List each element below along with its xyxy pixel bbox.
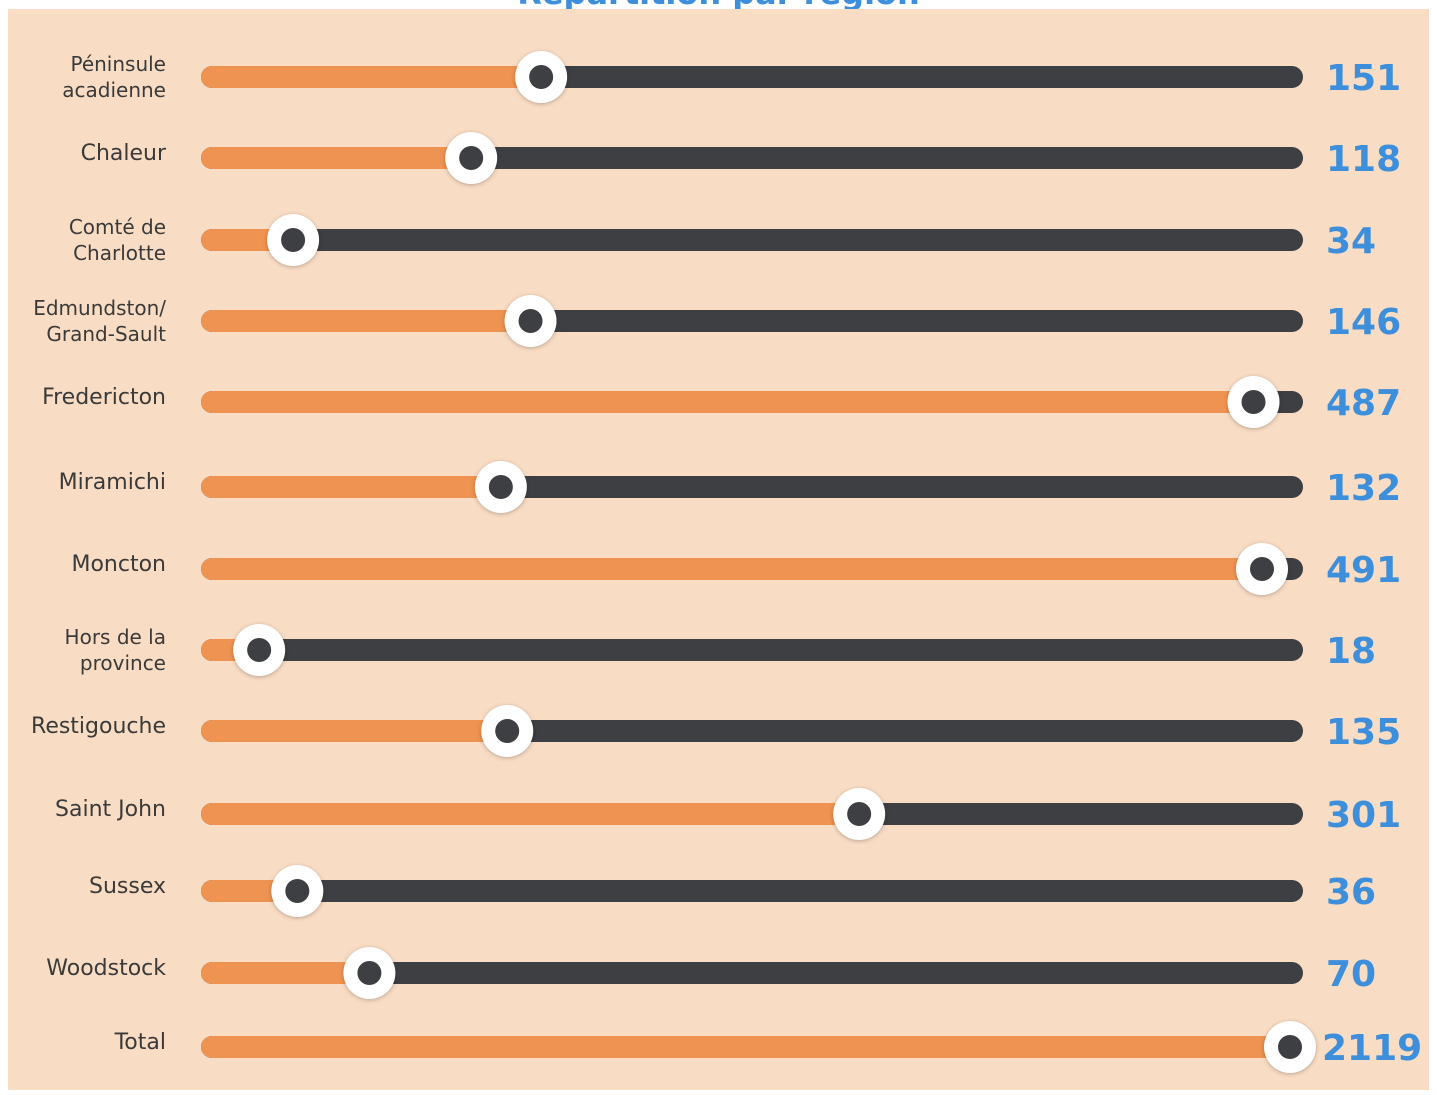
data-label: 151 bbox=[1326, 58, 1401, 99]
bar-fill bbox=[201, 391, 1254, 413]
chart-title: Répartition par région bbox=[0, 0, 1437, 9]
category-label: Saint John bbox=[55, 797, 166, 822]
data-label: 2119 bbox=[1322, 1028, 1422, 1069]
category-label: Sussex bbox=[89, 874, 166, 899]
data-label: 118 bbox=[1326, 139, 1401, 180]
category-label: Woodstock bbox=[46, 956, 166, 981]
category-label: Comté de Charlotte bbox=[69, 215, 166, 265]
slider-knob-dot bbox=[281, 228, 306, 252]
data-label: 36 bbox=[1326, 872, 1376, 913]
category-label: Moncton bbox=[71, 552, 166, 577]
bar-track bbox=[201, 880, 1303, 902]
category-label: Edmundston/Grand-Sault bbox=[33, 296, 166, 346]
category-label: Fredericton bbox=[42, 385, 166, 410]
data-label: 135 bbox=[1326, 712, 1401, 753]
bar-fill bbox=[201, 962, 370, 984]
slider-knob-dot bbox=[1278, 1035, 1302, 1059]
data-label: 487 bbox=[1326, 383, 1401, 424]
bar-track bbox=[201, 962, 1303, 984]
slider-knob-dot bbox=[1241, 390, 1266, 414]
bar-fill bbox=[201, 558, 1262, 580]
slider-knob-dot bbox=[529, 65, 554, 89]
category-label: Total bbox=[114, 1030, 166, 1055]
data-label: 146 bbox=[1326, 302, 1401, 343]
category-label: Chaleur bbox=[81, 141, 167, 166]
slider-knob-dot bbox=[459, 146, 484, 170]
slider-knob-dot bbox=[518, 309, 543, 333]
chart-title-clip: Répartition par région bbox=[0, 0, 1437, 9]
category-label: Miramichi bbox=[59, 470, 166, 495]
data-label: 301 bbox=[1326, 795, 1401, 836]
slider-knob-dot bbox=[247, 638, 272, 662]
bar-track bbox=[201, 639, 1303, 661]
bar-fill bbox=[201, 1036, 1290, 1058]
data-label: 18 bbox=[1326, 631, 1376, 672]
bar-fill bbox=[201, 310, 531, 332]
slider-knob-dot bbox=[847, 802, 872, 826]
bar-fill bbox=[201, 147, 472, 169]
category-label: Restigouche bbox=[31, 714, 166, 739]
bar-track bbox=[201, 229, 1303, 251]
bar-fill bbox=[201, 66, 542, 88]
slider-knob-dot bbox=[285, 879, 310, 903]
chart-panel bbox=[8, 9, 1429, 1090]
data-label: 34 bbox=[1326, 221, 1376, 262]
data-label: 132 bbox=[1326, 468, 1401, 509]
bar-fill bbox=[201, 720, 508, 742]
slider-knob-dot bbox=[488, 475, 513, 499]
slider-knob-dot bbox=[1250, 557, 1274, 581]
slider-knob-dot bbox=[357, 961, 382, 985]
data-label: 70 bbox=[1326, 954, 1376, 995]
bar-fill bbox=[201, 803, 860, 825]
data-label: 491 bbox=[1326, 550, 1401, 591]
bar-fill bbox=[201, 476, 501, 498]
slider-knob-dot bbox=[495, 719, 520, 743]
category-label: Péninsule acadienne bbox=[62, 52, 166, 102]
category-label: Hors de la province bbox=[65, 625, 166, 675]
